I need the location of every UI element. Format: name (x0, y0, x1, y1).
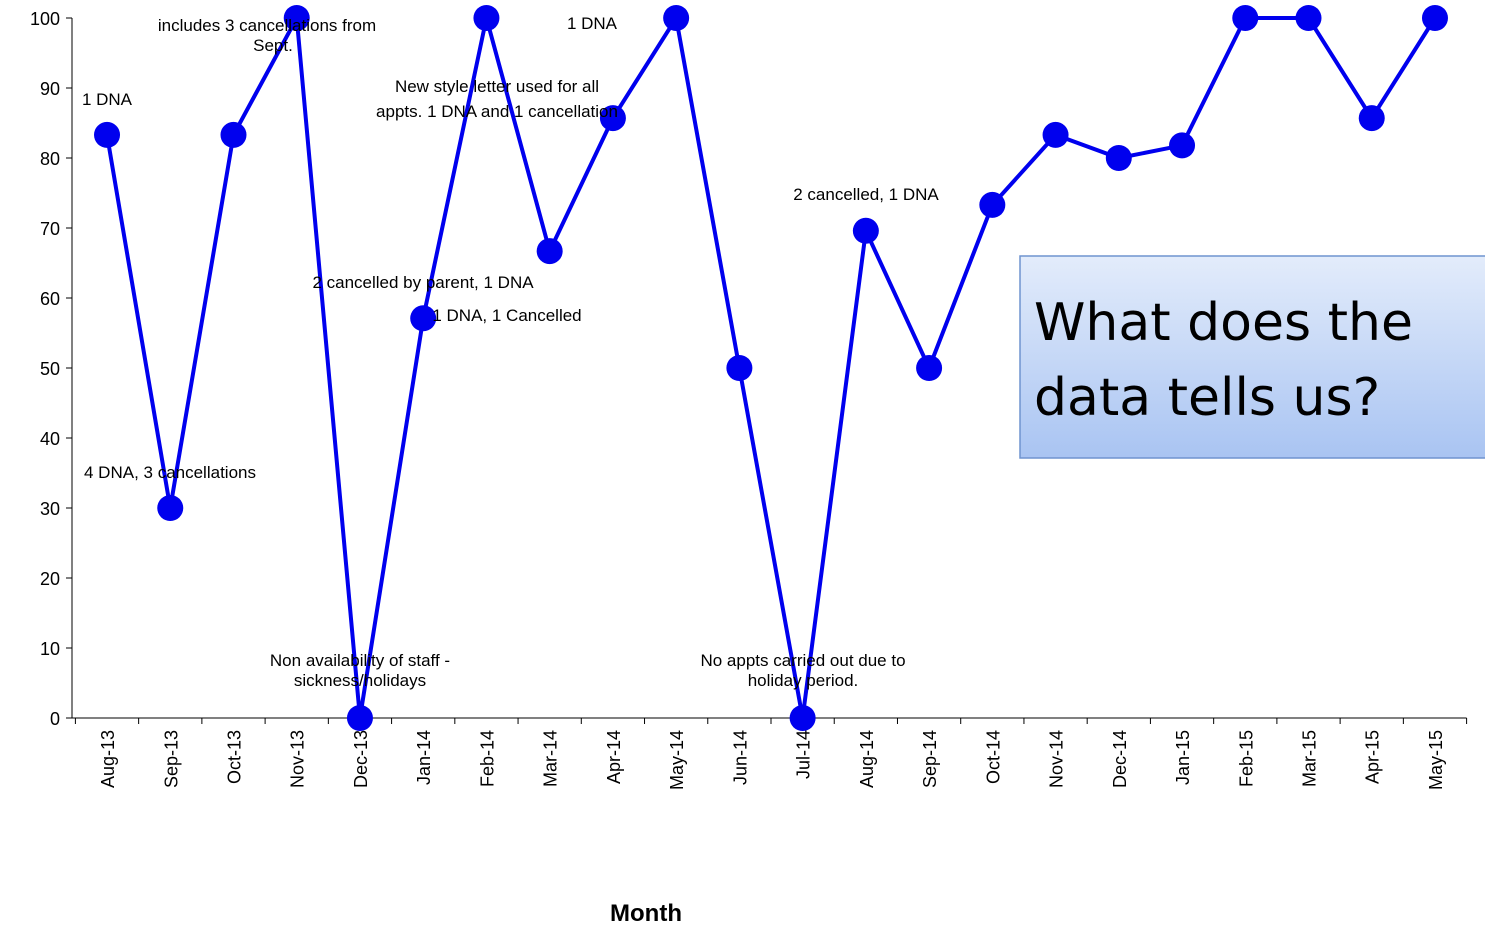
data-point (473, 5, 500, 31)
y-tick-label: 80 (40, 149, 60, 169)
callout-box (1019, 255, 1485, 459)
data-point (1232, 5, 1259, 31)
y-tick-label: 90 (40, 79, 60, 99)
data-point (916, 355, 943, 381)
data-point (789, 705, 816, 731)
y-tick-label: 10 (40, 639, 60, 659)
annotation: 1 DNA (567, 14, 618, 33)
x-tick-label: Sep-13 (161, 730, 181, 788)
x-tick-label: Feb-14 (477, 730, 497, 787)
y-tick-label: 0 (50, 709, 60, 729)
data-point (410, 305, 437, 332)
x-tick-label: Sep-14 (920, 730, 940, 788)
annotation: 2 cancelled, 1 DNA (793, 185, 939, 204)
annotation: appts. 1 DNA and 1 cancellation (376, 102, 618, 121)
y-tick-label: 70 (40, 219, 60, 239)
data-point (1105, 145, 1132, 171)
data-point (94, 121, 121, 148)
callout-text: What does the (1034, 293, 1413, 353)
x-tick-label: Aug-14 (857, 730, 877, 788)
data-point (346, 705, 373, 731)
data-point (852, 217, 879, 244)
x-tick-label: Jan-14 (414, 730, 434, 785)
data-point (157, 495, 184, 521)
x-tick-label: Oct-13 (224, 730, 244, 784)
annotation: 1 DNA, 1 Cancelled (432, 306, 581, 325)
data-point (1295, 5, 1322, 31)
x-tick-label: Jun-14 (730, 730, 750, 785)
y-tick-label: 30 (40, 499, 60, 519)
x-tick-label: Jul-14 (794, 730, 814, 779)
series-line (105, 11, 1437, 719)
y-tick-label: 40 (40, 429, 60, 449)
data-point (599, 105, 626, 132)
x-tick-label: Aug-13 (98, 730, 118, 788)
annotation: No appts carried out due to (700, 651, 905, 670)
annotation: sickness/holidays (294, 671, 426, 690)
x-tick-label: May-14 (667, 730, 687, 790)
data-point (1042, 121, 1069, 148)
annotation: 2 cancelled by parent, 1 DNA (312, 273, 534, 292)
x-tick-label: Nov-13 (288, 730, 308, 788)
x-tick-label: Dec-14 (1110, 730, 1130, 788)
x-tick-label: Mar-15 (1300, 730, 1320, 787)
x-axis-label: Month (610, 900, 682, 927)
annotation: New style letter used for all (395, 77, 599, 96)
x-tick-label: Oct-14 (983, 730, 1003, 784)
data-point (663, 5, 690, 31)
annotation: Sept. (253, 36, 293, 55)
annotation: includes 3 cancellations from (158, 16, 376, 35)
x-tick-label: Apr-14 (604, 730, 624, 784)
data-point (1169, 132, 1196, 159)
y-tick-label: 50 (40, 359, 60, 379)
data-point (536, 238, 563, 265)
x-tick-label: May-15 (1426, 730, 1446, 790)
y-tick-label: 100 (30, 9, 60, 29)
x-tick-label: Apr-15 (1363, 730, 1383, 784)
y-tick-label: 20 (40, 569, 60, 589)
data-point (220, 121, 247, 148)
callout-text: data tells us? (1034, 368, 1380, 428)
data-point (1421, 5, 1448, 31)
annotation: 1 DNA (82, 90, 133, 109)
x-tick-label: Jan-15 (1173, 730, 1193, 785)
x-tick-label: Dec-13 (351, 730, 371, 788)
x-tick-label: Mar-14 (541, 730, 561, 787)
data-point (1358, 105, 1385, 132)
x-tick-label: Feb-15 (1236, 730, 1256, 787)
y-tick-label: 60 (40, 289, 60, 309)
data-point (283, 5, 310, 31)
data-point (726, 355, 753, 381)
data-point (979, 191, 1006, 218)
annotation: Non availability of staff - (270, 651, 450, 670)
annotation: holiday period. (748, 671, 859, 690)
x-tick-label: Nov-14 (1047, 730, 1067, 788)
annotation: 4 DNA, 3 cancellations (84, 463, 256, 482)
